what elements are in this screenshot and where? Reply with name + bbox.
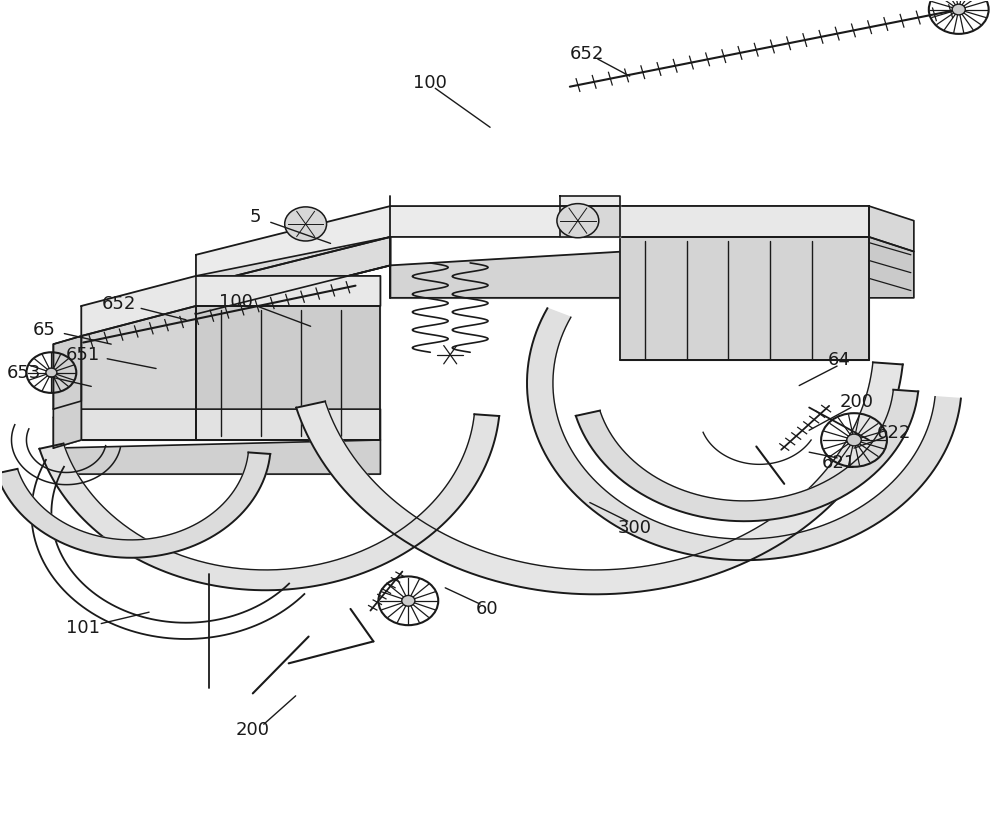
Text: 100: 100 — [219, 293, 253, 311]
Text: 300: 300 — [618, 518, 652, 537]
Text: 652: 652 — [102, 295, 136, 313]
Text: 60: 60 — [476, 600, 498, 618]
Polygon shape — [81, 276, 380, 336]
Polygon shape — [53, 336, 81, 409]
Polygon shape — [560, 196, 620, 206]
Circle shape — [46, 368, 57, 377]
Polygon shape — [576, 390, 918, 522]
Text: 622: 622 — [877, 425, 911, 443]
Text: 653: 653 — [6, 363, 41, 381]
Text: 5: 5 — [250, 208, 262, 226]
Text: 200: 200 — [236, 721, 270, 739]
Polygon shape — [53, 409, 380, 448]
Polygon shape — [620, 206, 869, 237]
Polygon shape — [527, 308, 961, 560]
Polygon shape — [196, 206, 869, 286]
Polygon shape — [869, 237, 914, 297]
Polygon shape — [296, 363, 903, 594]
Polygon shape — [53, 440, 380, 474]
Polygon shape — [620, 237, 869, 360]
Text: 65: 65 — [33, 321, 56, 339]
Polygon shape — [869, 206, 914, 252]
Text: 651: 651 — [66, 346, 100, 363]
Text: 652: 652 — [570, 45, 604, 64]
Polygon shape — [196, 237, 390, 314]
Polygon shape — [196, 237, 390, 314]
Polygon shape — [53, 336, 81, 448]
Circle shape — [847, 434, 861, 446]
Text: 101: 101 — [66, 619, 100, 637]
Polygon shape — [0, 452, 270, 557]
Polygon shape — [39, 414, 499, 590]
Text: 621: 621 — [822, 454, 856, 472]
Polygon shape — [81, 306, 196, 440]
Text: 100: 100 — [413, 73, 447, 91]
Text: 200: 200 — [840, 393, 874, 411]
Polygon shape — [560, 206, 620, 237]
Circle shape — [557, 204, 599, 238]
Polygon shape — [390, 237, 869, 297]
Text: 64: 64 — [828, 351, 851, 369]
Circle shape — [285, 207, 327, 241]
Circle shape — [952, 4, 965, 15]
Polygon shape — [196, 306, 380, 440]
Circle shape — [402, 596, 415, 606]
